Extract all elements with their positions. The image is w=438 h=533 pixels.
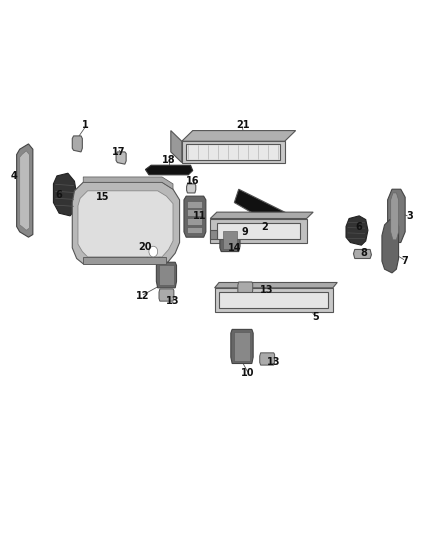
Text: 20: 20 <box>138 242 151 252</box>
Text: 7: 7 <box>402 256 409 266</box>
Polygon shape <box>220 228 240 252</box>
Polygon shape <box>219 292 328 308</box>
Text: 14: 14 <box>228 243 241 253</box>
Polygon shape <box>210 212 313 219</box>
Polygon shape <box>184 196 206 237</box>
Circle shape <box>149 246 158 257</box>
Text: 5: 5 <box>312 312 319 322</box>
Polygon shape <box>72 182 180 264</box>
Polygon shape <box>187 184 196 193</box>
Text: 12: 12 <box>136 291 149 301</box>
Polygon shape <box>210 230 217 239</box>
Text: 18: 18 <box>162 155 176 165</box>
Polygon shape <box>346 216 368 245</box>
Polygon shape <box>217 223 300 239</box>
Circle shape <box>146 243 161 261</box>
Text: 8: 8 <box>360 248 367 258</box>
Polygon shape <box>215 288 333 312</box>
Polygon shape <box>187 201 202 208</box>
Text: 2: 2 <box>261 222 268 231</box>
Polygon shape <box>159 289 174 301</box>
Polygon shape <box>78 191 173 257</box>
Text: 3: 3 <box>406 211 413 221</box>
Polygon shape <box>187 218 202 225</box>
Text: 1: 1 <box>82 120 89 130</box>
Polygon shape <box>20 151 29 230</box>
Text: 6: 6 <box>56 190 63 199</box>
Polygon shape <box>234 189 289 227</box>
Polygon shape <box>238 282 253 294</box>
Text: 13: 13 <box>261 286 274 295</box>
Text: 17: 17 <box>112 147 125 157</box>
Polygon shape <box>391 193 399 240</box>
Polygon shape <box>353 249 371 259</box>
Polygon shape <box>187 227 202 233</box>
Polygon shape <box>231 329 253 364</box>
Polygon shape <box>182 141 285 163</box>
Text: 6: 6 <box>356 222 363 231</box>
Polygon shape <box>234 332 250 361</box>
Polygon shape <box>156 262 177 288</box>
Polygon shape <box>145 165 193 175</box>
Polygon shape <box>260 353 275 365</box>
Polygon shape <box>116 152 126 164</box>
Polygon shape <box>223 231 237 249</box>
Text: 11: 11 <box>193 211 206 221</box>
Text: 16: 16 <box>186 176 199 186</box>
Polygon shape <box>210 219 307 243</box>
Polygon shape <box>382 220 399 273</box>
Polygon shape <box>388 189 405 243</box>
Text: 13: 13 <box>267 358 280 367</box>
Polygon shape <box>171 131 182 163</box>
Polygon shape <box>187 209 202 216</box>
Polygon shape <box>182 131 296 141</box>
Polygon shape <box>53 173 77 216</box>
Text: 15: 15 <box>96 192 110 202</box>
Text: 4: 4 <box>11 171 18 181</box>
Polygon shape <box>159 265 174 285</box>
Text: 21: 21 <box>237 120 250 130</box>
Polygon shape <box>186 144 280 160</box>
Polygon shape <box>215 282 337 288</box>
Text: 13: 13 <box>166 296 180 306</box>
Polygon shape <box>83 257 166 264</box>
Polygon shape <box>72 136 82 152</box>
Polygon shape <box>17 144 33 237</box>
Polygon shape <box>83 177 173 189</box>
Text: 9: 9 <box>242 227 249 237</box>
Text: 10: 10 <box>241 368 254 378</box>
